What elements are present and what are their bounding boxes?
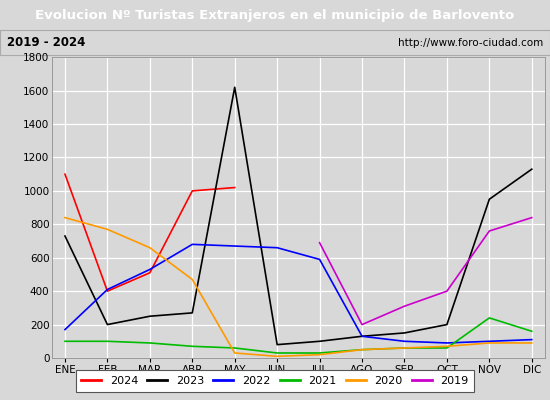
Text: 2019 - 2024: 2019 - 2024 bbox=[7, 36, 85, 49]
Legend: 2024, 2023, 2022, 2021, 2020, 2019: 2024, 2023, 2022, 2021, 2020, 2019 bbox=[76, 370, 474, 392]
Text: http://www.foro-ciudad.com: http://www.foro-ciudad.com bbox=[398, 38, 543, 48]
Text: Evolucion Nº Turistas Extranjeros en el municipio de Barlovento: Evolucion Nº Turistas Extranjeros en el … bbox=[35, 8, 515, 22]
